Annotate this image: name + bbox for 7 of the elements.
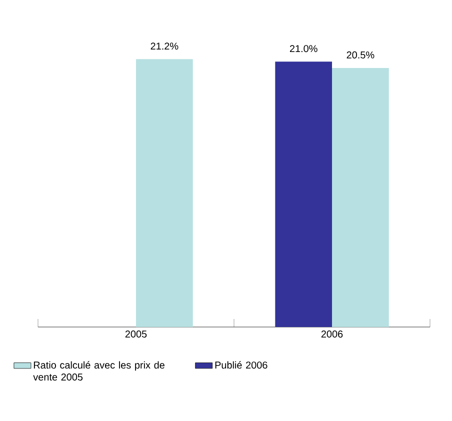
legend-label: Ratio calculé avec les prix de vente 2005 — [33, 361, 164, 381]
x-tick-label: 2005 — [125, 330, 147, 338]
data-label: 21.2% — [150, 42, 178, 50]
x-tick-label: 2006 — [321, 330, 343, 338]
data-label: 21.0% — [290, 45, 318, 52]
data-label: 20.5% — [346, 51, 374, 58]
legend-label: Publié 2006 — [215, 361, 268, 369]
